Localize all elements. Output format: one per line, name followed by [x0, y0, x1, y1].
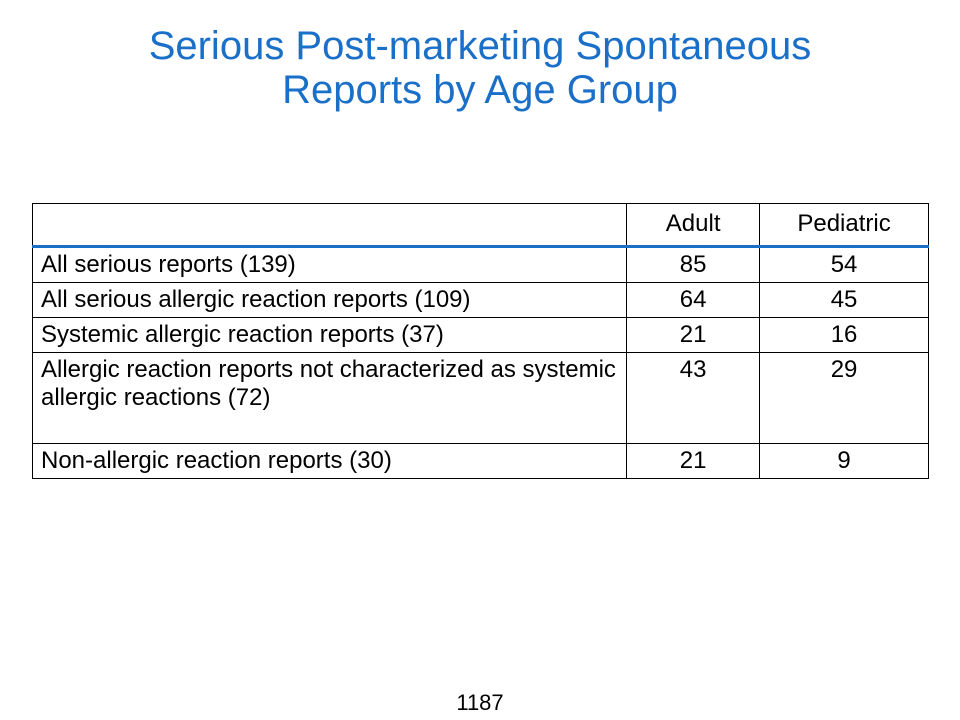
- header-cell-blank: [31, 203, 628, 248]
- pediatric-count: 45: [759, 282, 929, 318]
- adult-count: 21: [626, 443, 761, 479]
- pediatric-count: 29: [759, 352, 929, 444]
- pediatric-count: 54: [759, 246, 929, 283]
- row-label: Systemic allergic reaction reports (37): [31, 317, 628, 353]
- adult-count: 64: [626, 282, 761, 318]
- slide-title: Serious Post-marketing Spontaneous Repor…: [0, 24, 960, 112]
- adult-count: 85: [626, 246, 761, 283]
- slide-title-line-2: Reports by Age Group: [282, 68, 678, 112]
- slide-title-line-1: Serious Post-marketing Spontaneous: [148, 24, 812, 68]
- page-number: 1187: [456, 690, 504, 715]
- table-row: Non-allergic reaction reports (30) 21 9: [31, 443, 929, 479]
- table-row: All serious allergic reaction reports (1…: [31, 282, 929, 318]
- adult-count: 21: [626, 317, 761, 353]
- table-header-row: Adult Pediatric: [31, 203, 929, 248]
- pediatric-count: 9: [759, 443, 929, 479]
- row-label: All serious reports (139): [31, 246, 628, 283]
- table-row: Systemic allergic reaction reports (37) …: [31, 317, 929, 353]
- reports-table: Adult Pediatric All serious reports (139…: [31, 203, 929, 479]
- header-cell-adult: Adult: [626, 203, 761, 248]
- adult-count: 43: [626, 352, 761, 444]
- row-label: All serious allergic reaction reports (1…: [31, 282, 628, 318]
- row-label: Non-allergic reaction reports (30): [31, 443, 628, 479]
- row-label: Allergic reaction reports not characteri…: [31, 352, 628, 444]
- table-row: All serious reports (139) 85 54: [31, 246, 929, 283]
- table-row: Allergic reaction reports not characteri…: [31, 352, 929, 444]
- pediatric-count: 16: [759, 317, 929, 353]
- header-cell-pediatric: Pediatric: [759, 203, 929, 248]
